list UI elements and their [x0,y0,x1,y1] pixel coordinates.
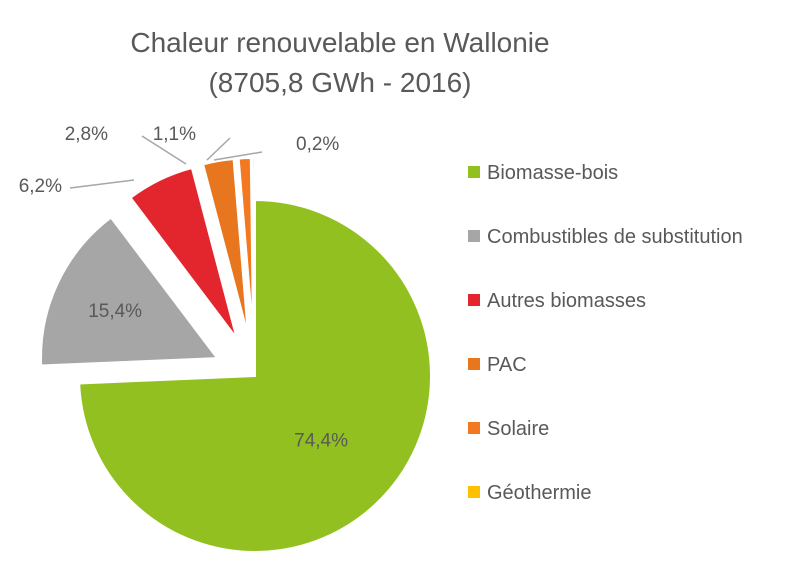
legend-label-combustibles-de-substitution: Combustibles de substitution [487,226,743,248]
legend-label-solaire: Solaire [487,418,549,440]
legend-label-biomasse-bois: Biomasse-bois [487,162,618,184]
leader-line-solaire [206,137,231,161]
legend-swatch-autres-biomasses [468,294,480,306]
legend: Biomasse-bois Combustibles de substitutio… [468,162,743,504]
chart-title: Chaleur renouvelable en Wallonie [130,27,549,58]
legend-swatch-combustibles-de-substitution [468,230,480,242]
slice-label-solaire: 1,1% [153,124,196,145]
legend-swatch-biomasse-bois [468,166,480,178]
slice-pac [201,158,249,335]
legend-swatch-geothermie [468,486,480,498]
legend-label-pac: PAC [487,354,527,376]
slice-geothermie [251,157,256,335]
leader-line-geothermie [213,151,263,161]
leader-line-autres-biomasses [69,179,135,189]
slice-labels: 74,4% 15,4% 6,2% 2,8% 1,1% 0,2% [19,124,348,451]
legend-label-geothermie: Géothermie [487,482,592,504]
leader-line-pac [141,135,187,165]
slice-biomasse-bois [78,198,432,553]
slice-label-pac: 2,8% [65,124,108,145]
slice-label-geothermie: 0,2% [296,134,339,155]
legend-swatch-pac [468,358,480,370]
slice-label-biomasse-bois: 74,4% [294,430,348,451]
slice-label-combustibles-de-substitution: 15,4% [88,301,142,322]
slice-solaire [237,157,255,335]
chart-subtitle: (8705,8 GWh - 2016) [208,67,471,98]
legend-swatch-solaire [468,422,480,434]
slice-combustibles-de-substitution [40,216,219,367]
legend-label-autres-biomasses: Autres biomasses [487,290,646,312]
slice-autres-biomasses [129,166,238,339]
pie-slices [40,157,432,553]
slice-label-autres-biomasses: 6,2% [19,176,62,197]
